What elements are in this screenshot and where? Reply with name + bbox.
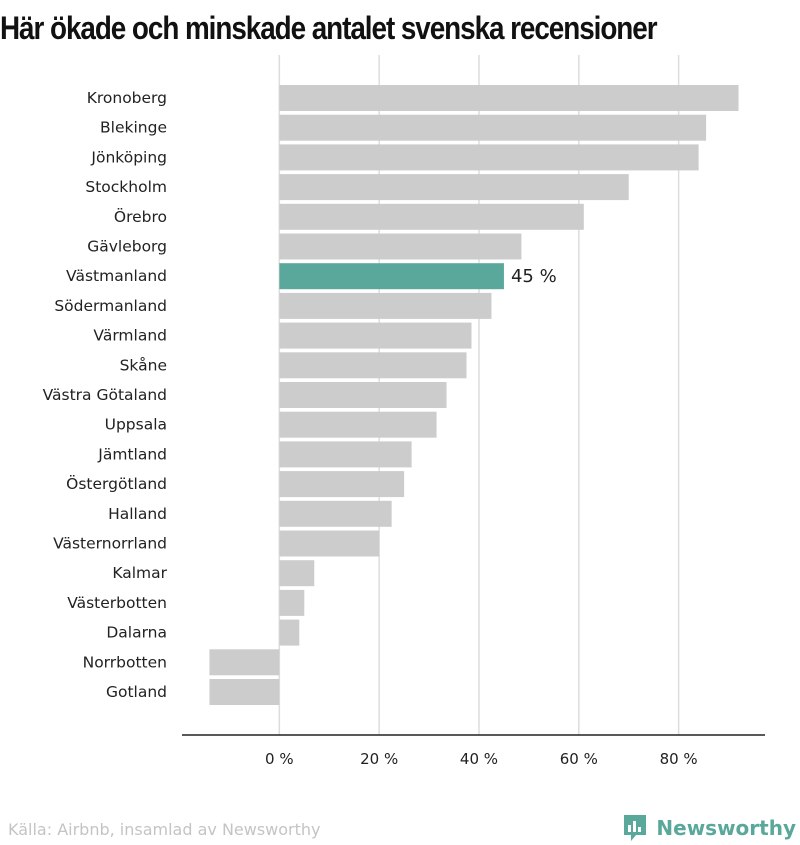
category-label: Jönköping [90, 148, 167, 166]
bar-dalarna [279, 619, 300, 646]
bar-västerbotten [279, 589, 305, 616]
highlight-value-label: 45 % [511, 266, 557, 287]
category-label: Västra Götaland [43, 386, 167, 404]
bar-västmanland [279, 263, 504, 290]
bar-västra-götaland [279, 382, 447, 408]
bar-kalmar [279, 560, 315, 587]
category-label: Kronoberg [87, 89, 167, 107]
bar-östergötland [279, 471, 405, 498]
category-label: Kalmar [112, 564, 167, 582]
category-label: Norrbotten [83, 653, 167, 671]
category-label: Gotland [106, 683, 167, 701]
bar-skåne [279, 352, 467, 379]
category-labels: Kronoberg Blekinge Jönköping Stockholm Örebr… [43, 89, 557, 701]
bars [209, 85, 739, 705]
category-label: Skåne [120, 356, 167, 374]
category-label: Örebro [114, 207, 167, 226]
bar-uppsala [279, 411, 437, 438]
x-tick-label: 80 % [660, 750, 698, 768]
category-label: Dalarna [106, 624, 167, 642]
chart-title: Här ökade och minskade antalet svenska r… [0, 10, 658, 46]
category-label: Västerbotten [67, 594, 167, 612]
bar-västernorrland [279, 530, 380, 557]
x-tick-label: 20 % [360, 750, 398, 768]
category-label: Värmland [93, 327, 167, 345]
bar-chart: Kronoberg Blekinge Jönköping Stockholm Örebr… [43, 55, 765, 768]
x-axis: 0 % 20 % 40 % 60 % 80 % [182, 734, 765, 768]
x-tick-label: 40 % [460, 750, 498, 768]
source-note: Källa: Airbnb, insamlad av Newsworthy [8, 820, 321, 839]
bar-örebro [279, 203, 584, 230]
category-label: Gävleborg [87, 238, 167, 256]
x-tick-label: 60 % [560, 750, 598, 768]
category-label: Halland [108, 505, 167, 523]
category-label: Uppsala [105, 416, 167, 434]
bar-jönköping [279, 144, 699, 171]
bar-gotland [209, 679, 280, 705]
category-label: Västmanland [66, 267, 167, 285]
brand-name: Newsworthy [656, 816, 796, 840]
bar-stockholm [279, 174, 629, 201]
bar-halland [279, 500, 392, 527]
bar-södermanland [279, 292, 492, 319]
brand[interactable]: Newsworthy [622, 813, 796, 843]
category-label: Jämtland [97, 445, 167, 463]
bar-jämtland [279, 441, 412, 468]
bar-blekinge [279, 114, 707, 141]
category-label: Östergötland [66, 474, 167, 493]
category-label: Blekinge [100, 119, 167, 137]
bar-värmland [279, 322, 472, 349]
category-label: Södermanland [54, 297, 167, 315]
bar-kronoberg [279, 85, 739, 111]
bar-norrbotten [209, 649, 280, 676]
category-label: Västernorrland [53, 535, 167, 553]
newsworthy-logo-icon [624, 815, 647, 841]
bar-gävleborg [279, 233, 522, 260]
x-tick-label: 0 % [265, 750, 294, 768]
category-label: Stockholm [85, 178, 167, 196]
